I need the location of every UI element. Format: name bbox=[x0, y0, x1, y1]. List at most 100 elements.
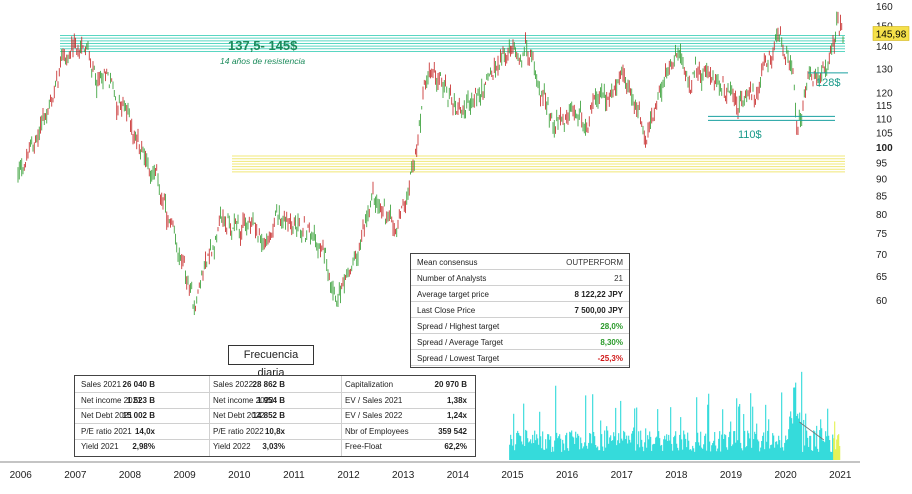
financial-key: P/E ratio 2021 bbox=[81, 426, 132, 436]
consensus-value: OUTPERFORM bbox=[566, 257, 623, 267]
consensus-row: Mean consensus OUTPERFORM bbox=[411, 255, 629, 270]
consensus-value: 8,30% bbox=[600, 337, 623, 347]
financial-value: 15 002 B bbox=[122, 411, 155, 420]
last-price-marker: 145,98 bbox=[872, 26, 910, 41]
financial-value: 359 542 bbox=[438, 426, 467, 436]
financial-key: Nbr of Employees bbox=[345, 426, 409, 436]
financial-value: 28 862 B bbox=[252, 380, 285, 389]
financial-row-divider bbox=[75, 407, 475, 409]
last-price-box bbox=[872, 26, 910, 41]
financial-key: Capitalization bbox=[345, 380, 394, 389]
consensus-key: Spread / Average Target bbox=[417, 337, 503, 347]
financials-panel: Sales 2021 26 040 B Sales 2022 28 862 B Capi… bbox=[74, 375, 476, 457]
y-tick-label: 95 bbox=[876, 158, 888, 169]
x-tick-label: 2017 bbox=[611, 470, 634, 481]
frequency-label: Frecuencia diaria bbox=[228, 345, 314, 379]
volume-trendline bbox=[799, 421, 825, 441]
x-tick-label: 2016 bbox=[556, 470, 579, 481]
financial-key: Sales 2021 bbox=[81, 380, 122, 389]
x-tick-label: 2006 bbox=[10, 470, 33, 481]
y-tick-label: 120 bbox=[876, 88, 893, 99]
financial-row-divider bbox=[75, 423, 475, 424]
consensus-row: Spread / Highest target 28,0% bbox=[411, 319, 629, 334]
financial-value: 1 523 B bbox=[126, 395, 155, 405]
financial-key: Yield 2021 bbox=[81, 442, 119, 451]
x-axis: 2006 2007 2008 2009 2010 2011 2012 2013 2014 2015… bbox=[0, 461, 860, 481]
x-tick-label: 2021 bbox=[829, 470, 852, 481]
financial-value: 2,98% bbox=[132, 442, 155, 451]
chart-annotations: 137,5- 145$ 14 años de resistencia 128$ 110… bbox=[220, 38, 840, 141]
financial-value: 1 954 B bbox=[256, 395, 285, 405]
y-tick-label: 85 bbox=[876, 192, 888, 203]
consensus-key: Number of Analysts bbox=[417, 273, 487, 283]
x-tick-label: 2015 bbox=[501, 470, 524, 481]
y-axis: 1601501401301201151101051009590858075706… bbox=[876, 2, 893, 307]
consensus-value: -25,3% bbox=[597, 353, 623, 363]
financial-key: Sales 2022 bbox=[213, 380, 254, 389]
financial-key: P/E ratio 2022 bbox=[213, 426, 264, 436]
financial-value: 3,03% bbox=[262, 442, 285, 451]
consensus-value: 28,0% bbox=[600, 321, 623, 331]
y-tick-label: 115 bbox=[876, 101, 892, 112]
financial-key: Net income 2022 bbox=[213, 395, 274, 405]
resistance-zone-sublabel: 14 años de resistencia bbox=[220, 56, 305, 66]
financial-key: Net Debt 2022 bbox=[213, 411, 265, 420]
x-tick-label: 2008 bbox=[119, 470, 142, 481]
y-tick-label: 70 bbox=[876, 250, 888, 261]
financial-value: 14 852 B bbox=[252, 411, 285, 420]
consensus-key: Average target price bbox=[417, 289, 489, 299]
financial-key: EV / Sales 2022 bbox=[345, 411, 403, 420]
x-tick-label: 2007 bbox=[64, 470, 87, 481]
financial-row-divider bbox=[75, 392, 475, 393]
last-price-label: 145,98 bbox=[876, 29, 907, 40]
y-tick-label: 110 bbox=[876, 114, 892, 125]
financial-key: Net income 2021 bbox=[81, 395, 142, 405]
financial-value: 10,8x bbox=[264, 426, 285, 436]
consensus-value: 21 bbox=[614, 273, 623, 283]
consensus-key: Last Close Price bbox=[417, 305, 476, 315]
financial-value: 62,2% bbox=[444, 442, 467, 451]
y-tick-label: 80 bbox=[876, 210, 888, 221]
consensus-key: Mean consensus bbox=[417, 257, 478, 267]
financial-col-divider bbox=[209, 376, 210, 456]
resistance-zone-label: 137,5- 145$ bbox=[228, 38, 298, 53]
x-tick-label: 2009 bbox=[174, 470, 197, 481]
consensus-panel: Mean consensus OUTPERFORM Number of Analys… bbox=[410, 253, 630, 368]
financial-col-divider bbox=[341, 376, 342, 456]
financial-key: Yield 2022 bbox=[213, 442, 251, 451]
y-tick-label: 60 bbox=[876, 296, 888, 307]
x-tick-label: 2011 bbox=[283, 470, 305, 481]
y-tick-label: 90 bbox=[876, 175, 888, 186]
financial-key: Net Debt 2021 bbox=[81, 411, 133, 420]
financial-value: 1,38x bbox=[446, 395, 467, 405]
financial-value: 20 970 B bbox=[434, 380, 467, 389]
y-tick-label: 160 bbox=[876, 2, 893, 13]
x-tick-label: 2014 bbox=[447, 470, 470, 481]
x-tick-label: 2010 bbox=[228, 470, 251, 481]
consensus-value: 8 122,22 JPY bbox=[574, 289, 623, 299]
financial-value: 1,24x bbox=[446, 411, 467, 420]
y-tick-label: 100 bbox=[876, 143, 893, 154]
consensus-key: Spread / Highest target bbox=[417, 321, 500, 331]
financial-value: 26 040 B bbox=[122, 380, 155, 389]
consensus-row: Spread / Lowest Target -25,3% bbox=[411, 351, 629, 366]
y-tick-label: 75 bbox=[876, 229, 888, 240]
consensus-row: Spread / Average Target 8,30% bbox=[411, 335, 629, 350]
financial-key: Free-Float bbox=[345, 442, 382, 451]
consensus-row: Number of Analysts 21 bbox=[411, 271, 629, 286]
level-110-label: 110$ bbox=[738, 129, 762, 141]
y-tick-label: 130 bbox=[876, 64, 893, 75]
y-tick-label: 140 bbox=[876, 42, 893, 53]
level-128-label: 128$ bbox=[816, 77, 840, 89]
consensus-value: 7 500,00 JPY bbox=[574, 305, 623, 315]
x-tick-label: 2019 bbox=[720, 470, 743, 481]
consensus-row: Average target price 8 122,22 JPY bbox=[411, 287, 629, 302]
financial-value: 14,0x bbox=[134, 426, 155, 436]
x-tick-label: 2012 bbox=[337, 470, 360, 481]
support-levels bbox=[708, 72, 848, 121]
price-candles bbox=[17, 11, 844, 316]
x-tick-label: 2018 bbox=[665, 470, 688, 481]
y-tick-label: 105 bbox=[876, 128, 893, 139]
resistance-zones bbox=[60, 35, 845, 173]
y-tick-label: 65 bbox=[876, 272, 888, 283]
